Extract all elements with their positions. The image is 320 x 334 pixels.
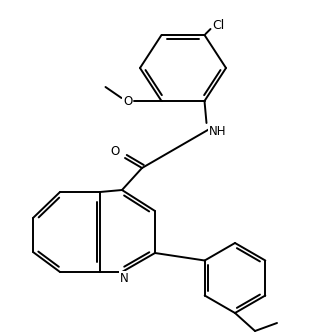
Text: NH: NH — [209, 125, 226, 138]
Text: N: N — [120, 272, 128, 285]
Text: Cl: Cl — [212, 18, 225, 31]
Text: O: O — [123, 95, 132, 108]
Text: O: O — [110, 145, 120, 158]
